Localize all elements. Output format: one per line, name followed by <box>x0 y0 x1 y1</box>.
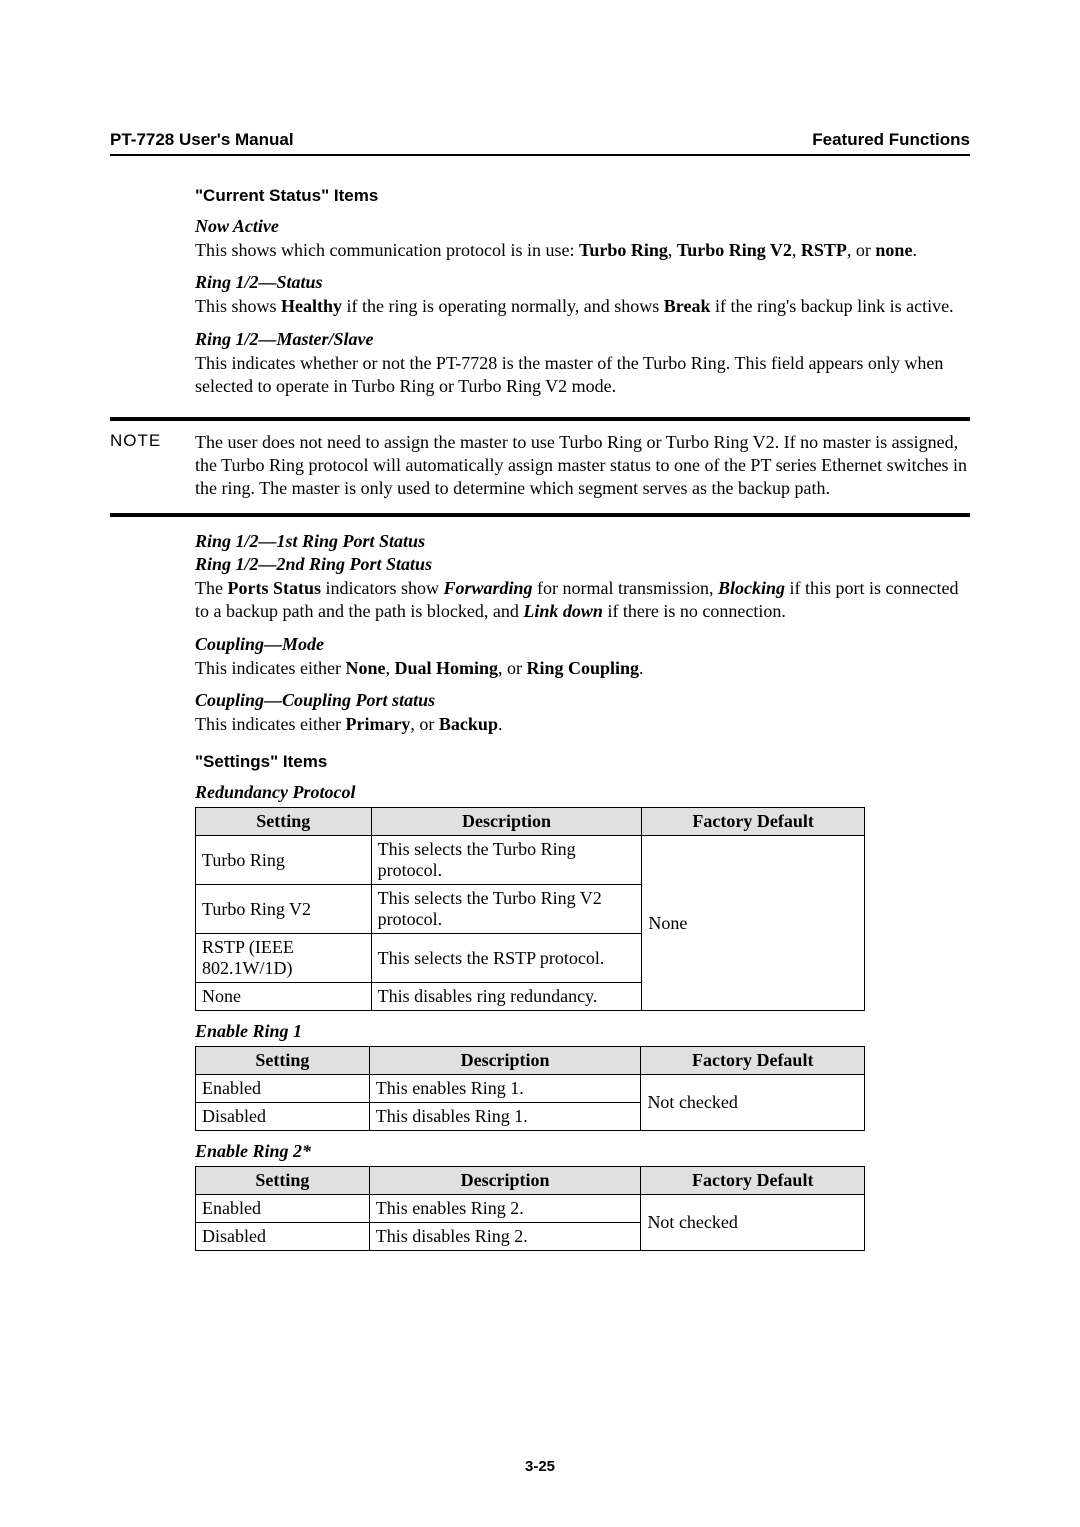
text: if the ring is operating normally, and s… <box>342 296 664 316</box>
cell-desc: This disables Ring 1. <box>369 1103 641 1131</box>
th-default: Factory Default <box>642 808 865 836</box>
text: , or <box>847 240 876 260</box>
text: . <box>912 240 917 260</box>
para-coupling-port: This indicates either Primary, or Backup… <box>195 713 970 736</box>
text: This indicates either <box>195 714 345 734</box>
cell-desc: This selects the Turbo Ring protocol. <box>371 836 642 885</box>
cell-setting: Turbo Ring <box>196 836 372 885</box>
text-ibold: Forwarding <box>443 578 532 598</box>
text: if there is no connection. <box>603 601 786 621</box>
note-text: The user does not need to assign the mas… <box>195 431 970 501</box>
para-port-status: The Ports Status indicators show Forward… <box>195 577 970 624</box>
text: The <box>195 578 227 598</box>
note-label: NOTE <box>110 431 195 501</box>
text: This shows <box>195 296 281 316</box>
text-bold: RSTP <box>801 240 847 260</box>
table-header-row: Setting Description Factory Default <box>196 808 865 836</box>
text: , or <box>410 714 439 734</box>
th-setting: Setting <box>196 1167 370 1195</box>
cell-setting: Turbo Ring V2 <box>196 885 372 934</box>
text-ibold: Link down <box>523 601 603 621</box>
th-default: Factory Default <box>641 1167 865 1195</box>
cell-setting: RSTP (IEEE 802.1W/1D) <box>196 934 372 983</box>
cell-desc: This enables Ring 1. <box>369 1075 641 1103</box>
text: This shows which communication protocol … <box>195 240 579 260</box>
table3-title: Enable Ring 2* <box>195 1141 970 1162</box>
text-bold: Break <box>664 296 711 316</box>
header-right: Featured Functions <box>812 130 970 150</box>
text: for normal transmission, <box>533 578 718 598</box>
th-description: Description <box>369 1047 641 1075</box>
cell-default: Not checked <box>641 1075 865 1131</box>
cell-setting: Enabled <box>196 1075 370 1103</box>
cell-desc: This disables Ring 2. <box>369 1223 641 1251</box>
main-content: "Current Status" Items Now Active This s… <box>195 186 970 399</box>
text: , <box>668 240 677 260</box>
table-row: Enabled This enables Ring 1. Not checked <box>196 1075 865 1103</box>
text: if the ring's backup link is active. <box>710 296 953 316</box>
heading-ring-status: Ring 1/2—Status <box>195 272 970 293</box>
table-enable-ring-2: Setting Description Factory Default Enab… <box>195 1166 865 1251</box>
page-number: 3-25 <box>0 1458 1080 1475</box>
main-content-2: Ring 1/2—1st Ring Port Status Ring 1/2—2… <box>195 531 970 1252</box>
header-left: PT-7728 User's Manual <box>110 130 294 150</box>
text-bold: Ports Status <box>227 578 321 598</box>
text: indicators show <box>321 578 443 598</box>
cell-desc: This selects the RSTP protocol. <box>371 934 642 983</box>
th-default: Factory Default <box>641 1047 865 1075</box>
text: This indicates either <box>195 658 345 678</box>
para-ring-master: This indicates whether or not the PT-772… <box>195 352 970 399</box>
text-bold: Ring Coupling <box>526 658 639 678</box>
cell-desc: This disables ring redundancy. <box>371 983 642 1011</box>
cell-setting: Enabled <box>196 1195 370 1223</box>
th-setting: Setting <box>196 1047 370 1075</box>
page: PT-7728 User's Manual Featured Functions… <box>0 0 1080 1527</box>
heading-port-status-1: Ring 1/2—1st Ring Port Status <box>195 531 970 552</box>
cell-setting: Disabled <box>196 1103 370 1131</box>
para-coupling-mode: This indicates either None, Dual Homing,… <box>195 657 970 680</box>
para-now-active: This shows which communication protocol … <box>195 239 970 262</box>
text-ibold: Blocking <box>718 578 785 598</box>
th-description: Description <box>369 1167 641 1195</box>
cell-setting: None <box>196 983 372 1011</box>
table2-title: Enable Ring 1 <box>195 1021 970 1042</box>
heading-ring-master: Ring 1/2—Master/Slave <box>195 329 970 350</box>
cell-default: Not checked <box>641 1195 865 1251</box>
text-bold: Backup <box>439 714 498 734</box>
text: , <box>792 240 801 260</box>
text-bold: Dual Homing <box>394 658 498 678</box>
text-bold: None <box>345 658 385 678</box>
th-setting: Setting <box>196 808 372 836</box>
text-bold: Healthy <box>281 296 342 316</box>
th-description: Description <box>371 808 642 836</box>
cell-desc: This enables Ring 2. <box>369 1195 641 1223</box>
text-bold: none <box>875 240 912 260</box>
section-current-status: "Current Status" Items <box>195 186 970 206</box>
text: , or <box>498 658 527 678</box>
text: . <box>498 714 503 734</box>
section-settings: "Settings" Items <box>195 752 970 772</box>
cell-setting: Disabled <box>196 1223 370 1251</box>
cell-default: None <box>642 836 865 1011</box>
heading-now-active: Now Active <box>195 216 970 237</box>
table-row: Turbo Ring This selects the Turbo Ring p… <box>196 836 865 885</box>
note-box: NOTE The user does not need to assign th… <box>110 417 970 517</box>
text-bold: Turbo Ring <box>579 240 668 260</box>
table-header-row: Setting Description Factory Default <box>196 1047 865 1075</box>
para-ring-status: This shows Healthy if the ring is operat… <box>195 295 970 318</box>
table1-title: Redundancy Protocol <box>195 782 970 803</box>
heading-coupling-mode: Coupling—Mode <box>195 634 970 655</box>
text: . <box>639 658 644 678</box>
table-row: Enabled This enables Ring 2. Not checked <box>196 1195 865 1223</box>
cell-desc: This selects the Turbo Ring V2 protocol. <box>371 885 642 934</box>
heading-coupling-port: Coupling—Coupling Port status <box>195 690 970 711</box>
heading-port-status-2: Ring 1/2—2nd Ring Port Status <box>195 554 970 575</box>
table-header-row: Setting Description Factory Default <box>196 1167 865 1195</box>
text-bold: Primary <box>345 714 410 734</box>
table-enable-ring-1: Setting Description Factory Default Enab… <box>195 1046 865 1131</box>
table-redundancy-protocol: Setting Description Factory Default Turb… <box>195 807 865 1011</box>
page-header: PT-7728 User's Manual Featured Functions <box>110 130 970 156</box>
text-bold: Turbo Ring V2 <box>677 240 792 260</box>
